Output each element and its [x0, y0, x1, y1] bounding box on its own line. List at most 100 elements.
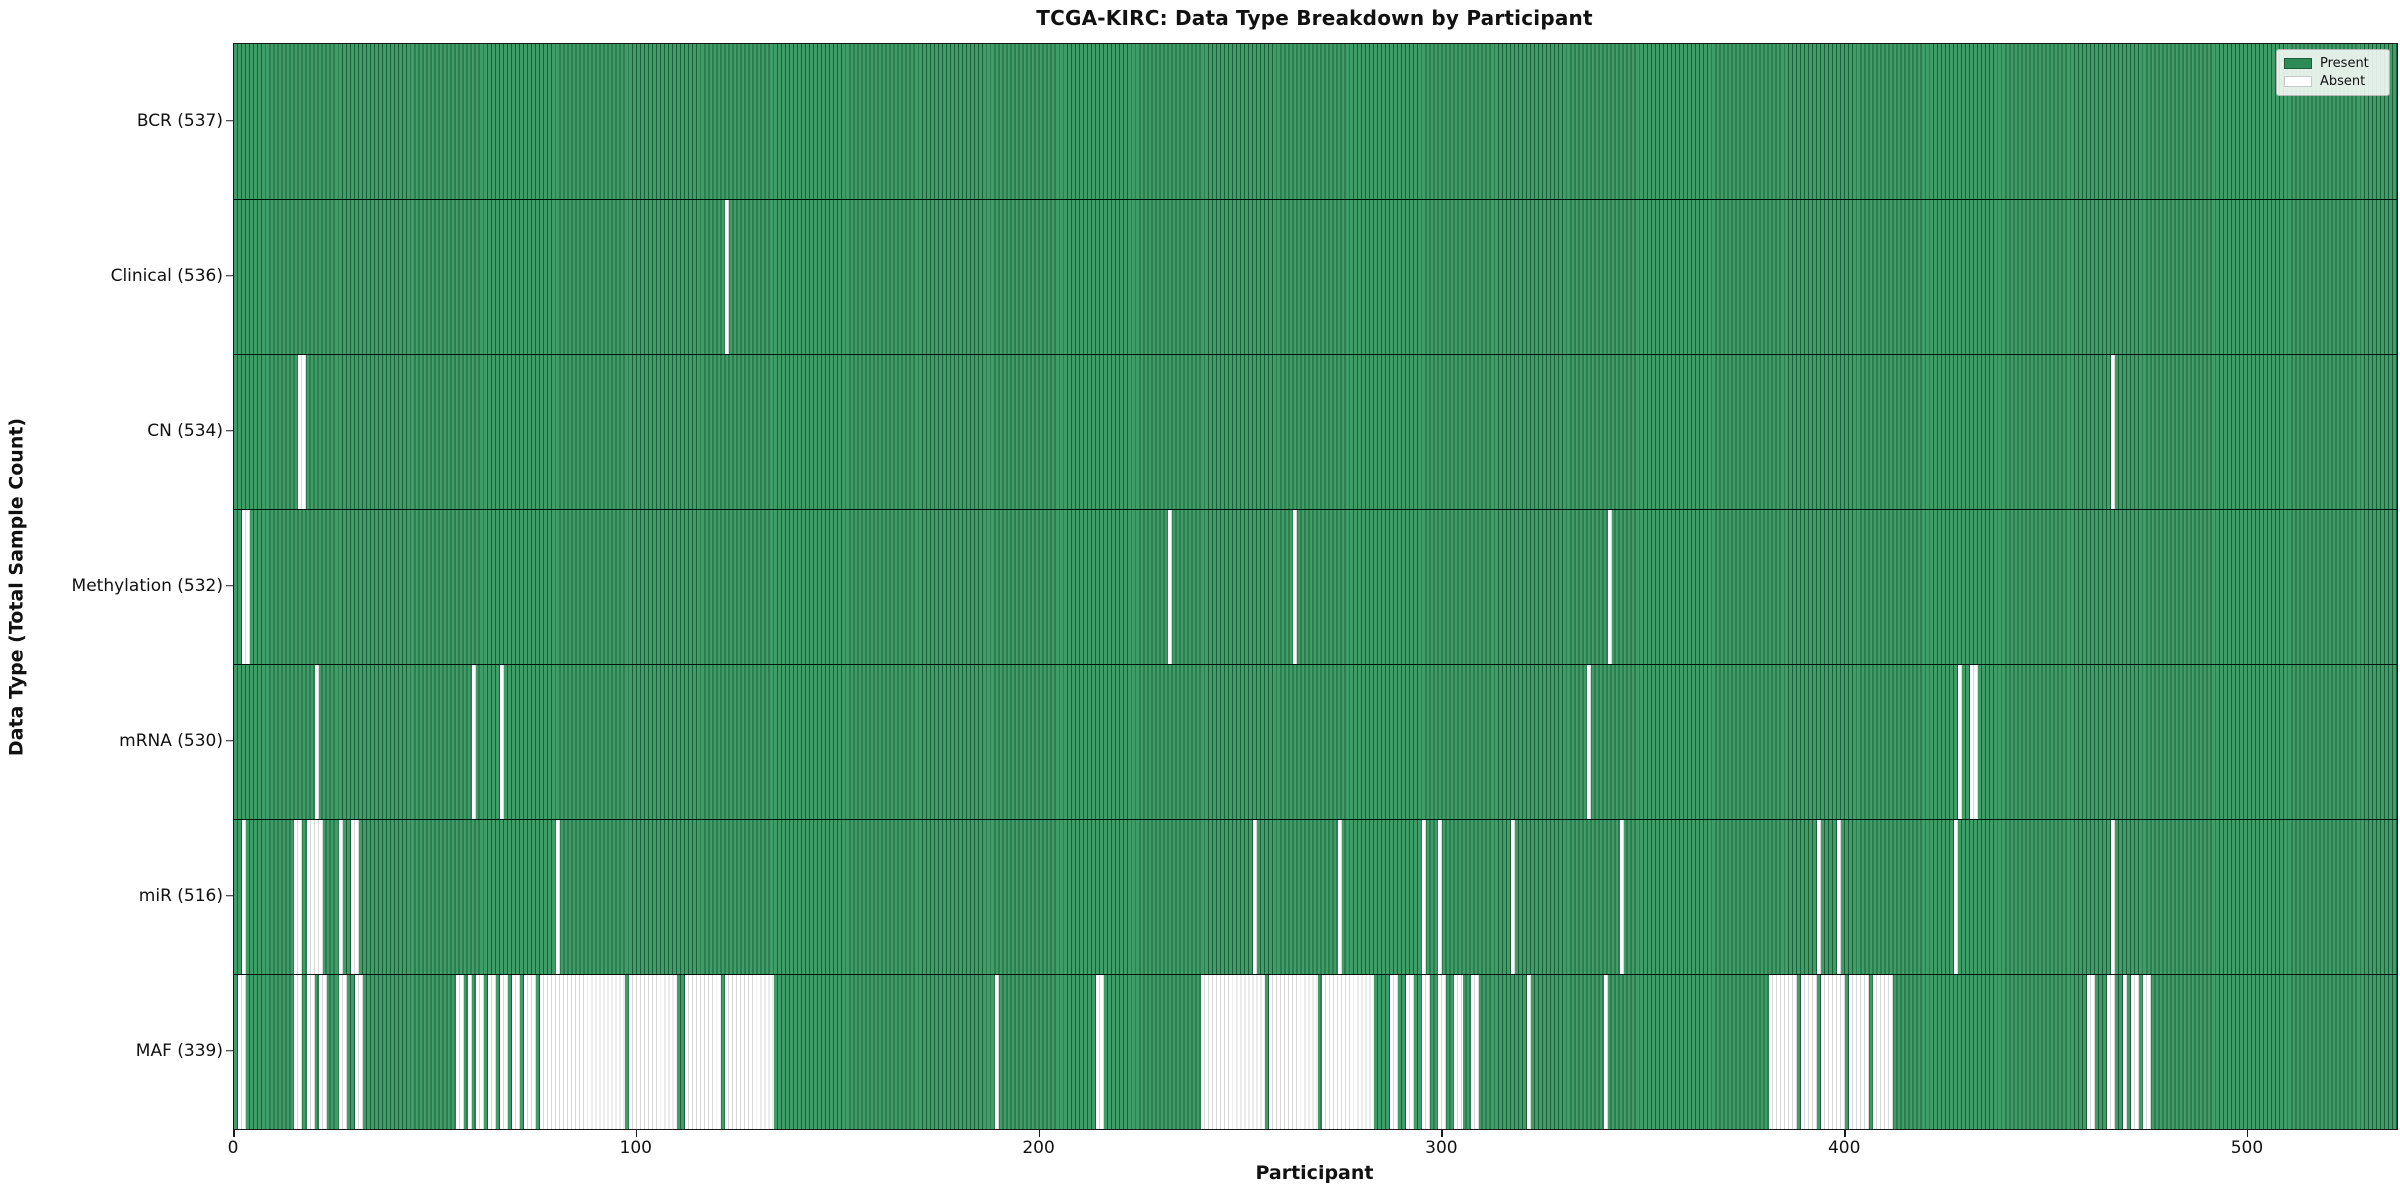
- row-mrna: [234, 664, 2397, 819]
- absent-stripe: [725, 975, 774, 1129]
- absent-stripe: [354, 975, 363, 1129]
- legend-swatch-present: [2284, 57, 2312, 69]
- absent-stripe: [1454, 975, 1463, 1129]
- x-tick-mark: [2246, 1129, 2249, 1137]
- absent-stripe: [314, 665, 319, 819]
- absent-stripe: [318, 975, 327, 1129]
- absent-stripe: [1603, 975, 1608, 1129]
- absent-stripe: [1619, 820, 1624, 974]
- absent-stripe: [306, 975, 315, 1129]
- y-tick-label-bcr: BCR (537): [136, 110, 223, 131]
- y-tick-mark: [226, 1049, 233, 1052]
- absent-stripe: [306, 820, 323, 974]
- absent-stripe: [238, 975, 247, 1129]
- absent-stripe: [2143, 975, 2152, 1129]
- absent-stripe: [467, 975, 472, 1129]
- y-axis-label: Data Type (Total Sample Count): [5, 417, 28, 757]
- absent-stripe: [628, 975, 678, 1129]
- x-tick-label: 500: [2230, 1138, 2264, 1158]
- absent-stripe: [1587, 665, 1592, 819]
- x-tick-mark: [635, 1129, 638, 1137]
- absent-stripe: [1269, 975, 1318, 1129]
- absent-stripe: [298, 355, 307, 509]
- absent-stripe: [2086, 975, 2095, 1129]
- absent-stripe: [1607, 510, 1612, 664]
- legend-swatch-absent: [2284, 75, 2312, 87]
- legend-item-absent: Absent: [2284, 72, 2382, 90]
- legend: Present Absent: [2276, 49, 2390, 96]
- absent-stripe: [1438, 820, 1443, 974]
- absent-stripe: [1438, 975, 1447, 1129]
- x-tick-label: 400: [1827, 1138, 1861, 1158]
- x-tick-mark: [1844, 1129, 1846, 1137]
- absent-stripe: [1816, 820, 1821, 974]
- absent-stripe: [1873, 975, 1894, 1129]
- absent-stripe: [455, 975, 464, 1129]
- absent-stripe: [2111, 820, 2116, 974]
- absent-stripe: [1200, 975, 1266, 1129]
- absent-stripe: [499, 665, 504, 819]
- absent-stripe: [1168, 510, 1173, 664]
- absent-stripe: [2106, 975, 2116, 1129]
- y-tick-mark: [226, 119, 233, 122]
- x-tick-label: 0: [227, 1138, 239, 1158]
- absent-stripe: [995, 975, 1000, 1129]
- y-tick-mark: [226, 274, 233, 277]
- absent-stripe: [1953, 820, 1958, 974]
- absent-stripe: [2123, 975, 2128, 1129]
- absent-stripe: [511, 975, 520, 1129]
- y-tick-mark: [226, 584, 233, 587]
- absent-stripe: [242, 820, 247, 974]
- absent-stripe: [1406, 975, 1415, 1129]
- row-mir: [234, 819, 2397, 974]
- legend-item-present: Present: [2284, 54, 2382, 72]
- y-tick-label-clinical: Clinical (536): [110, 265, 223, 286]
- absent-stripe: [556, 820, 561, 974]
- absent-stripe: [294, 820, 303, 974]
- row-maf: [234, 974, 2397, 1129]
- absent-stripe: [1293, 510, 1298, 664]
- absent-stripe: [1800, 975, 1817, 1129]
- row-methylation: [234, 509, 2397, 664]
- absent-stripe: [524, 975, 537, 1129]
- absent-stripe: [350, 820, 359, 974]
- absent-stripe: [1095, 975, 1105, 1129]
- absent-stripe: [556, 975, 625, 1129]
- absent-stripe: [499, 975, 508, 1129]
- absent-stripe: [1957, 665, 1962, 819]
- absent-stripe: [540, 975, 557, 1129]
- absent-stripe: [1768, 975, 1797, 1129]
- x-tick-mark: [1038, 1129, 1041, 1137]
- x-tick-mark: [233, 1129, 235, 1137]
- y-tick-label-mrna: mRNA (530): [119, 730, 223, 751]
- absent-stripe: [475, 975, 484, 1129]
- x-tick-mark: [1441, 1129, 1443, 1137]
- absent-stripe: [338, 975, 347, 1129]
- legend-label-absent: Absent: [2320, 73, 2366, 89]
- absent-stripe: [1337, 820, 1342, 974]
- y-tick-label-maf: MAF (339): [135, 1040, 223, 1061]
- absent-stripe: [2131, 975, 2140, 1129]
- y-tick-mark: [226, 894, 233, 897]
- absent-stripe: [338, 820, 343, 974]
- row-cn: [234, 354, 2397, 509]
- absent-stripe: [1253, 820, 1258, 974]
- absent-stripe: [1390, 975, 1399, 1129]
- legend-label-present: Present: [2320, 55, 2369, 71]
- absent-stripe: [1422, 820, 1427, 974]
- absent-stripe: [1321, 975, 1374, 1129]
- y-tick-mark: [226, 429, 233, 432]
- x-tick-label: 300: [1425, 1138, 1458, 1158]
- absent-stripe: [1510, 820, 1515, 974]
- absent-stripe: [242, 510, 251, 664]
- y-tick-label-cn: CN (534): [147, 420, 223, 441]
- absent-stripe: [1970, 665, 1979, 819]
- chart-title: TCGA-KIRC: Data Type Breakdown by Partic…: [1036, 6, 1593, 30]
- plot-area: [233, 43, 2398, 1130]
- absent-stripe: [471, 665, 476, 819]
- absent-stripe: [1422, 975, 1431, 1129]
- absent-stripe: [685, 975, 722, 1129]
- row-bcr: [234, 44, 2397, 199]
- y-tick-mark: [226, 739, 233, 742]
